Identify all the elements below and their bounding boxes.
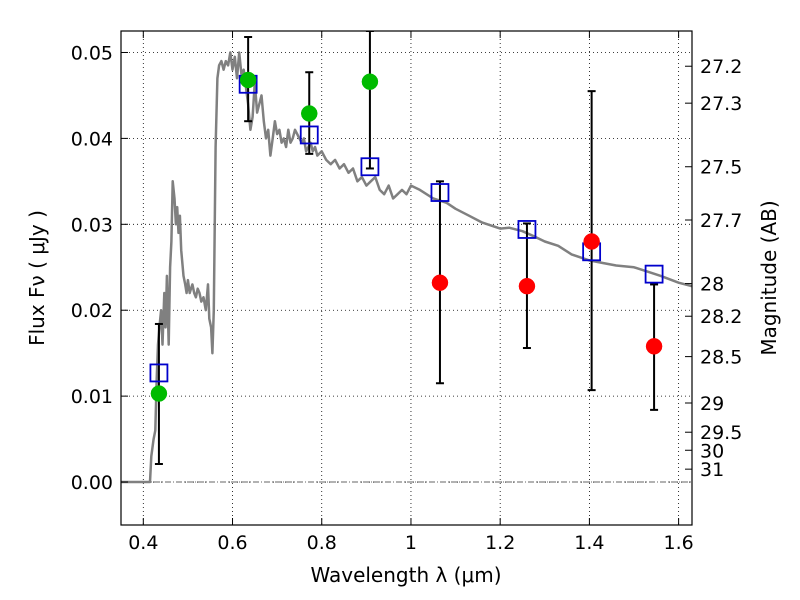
right-tick-label: 30 [700, 440, 724, 462]
right-tick-label: 29.5 [700, 422, 742, 444]
model-flux-square [299, 125, 319, 145]
model-flux-square [430, 183, 450, 202]
y-tick-label: 0.02 [71, 300, 113, 322]
right-tick-label: 27.7 [700, 210, 742, 232]
x-tick-label: 0.8 [307, 532, 337, 554]
x-tick-label: 1.6 [664, 532, 694, 554]
x-tick-label: 0.4 [128, 532, 158, 554]
right-tick-label: 31 [700, 459, 724, 481]
detection-point [239, 71, 257, 89]
y-tick-label: 0.00 [71, 472, 113, 494]
x-tick-label: 0.6 [217, 532, 247, 554]
right-tick-label: 27.5 [700, 157, 742, 179]
right-tick-label: 27.2 [700, 56, 742, 78]
low-significance-point [431, 274, 449, 291]
model-flux-square [360, 157, 380, 177]
detection-point [150, 385, 168, 402]
detection-point [301, 105, 318, 122]
plot-frame [120, 30, 693, 526]
model-flux-square [517, 220, 537, 239]
plot-area [121, 31, 692, 484]
y-tick-label: 0.01 [71, 386, 113, 408]
right-tick-label: 28.5 [700, 347, 742, 369]
x-axis-label: Wavelength λ (μm) [310, 563, 501, 587]
low-significance-point [518, 277, 536, 295]
right-tick-label: 29 [700, 393, 724, 415]
model-flux-square [644, 264, 664, 284]
x-tick-label: 1.4 [574, 532, 604, 554]
low-significance-point [583, 233, 600, 250]
detection-point [361, 73, 379, 90]
x-tick-label: 1 [405, 532, 417, 554]
y-tick-label: 0.05 [71, 42, 113, 64]
y-axis-label: Flux Fν ( μJy ) [25, 210, 49, 346]
y-tick-label: 0.03 [71, 214, 113, 236]
model-flux-square [149, 363, 169, 383]
right-axis-label: Magnitude (AB) [757, 200, 781, 355]
right-tick-label: 27.3 [700, 93, 742, 115]
model-sed-line [121, 51, 692, 484]
y-tick-label: 0.04 [71, 128, 113, 150]
low-significance-point [645, 338, 663, 355]
axes: 0.4 0.6 0.8 1 1.2 1.4 1.6 0.00 0.01 0.02 0.03 0.04 0… [71, 31, 742, 554]
x-tick-label: 1.2 [485, 532, 515, 554]
right-tick-label: 28 [700, 274, 724, 296]
right-tick-label: 28.2 [700, 306, 742, 328]
